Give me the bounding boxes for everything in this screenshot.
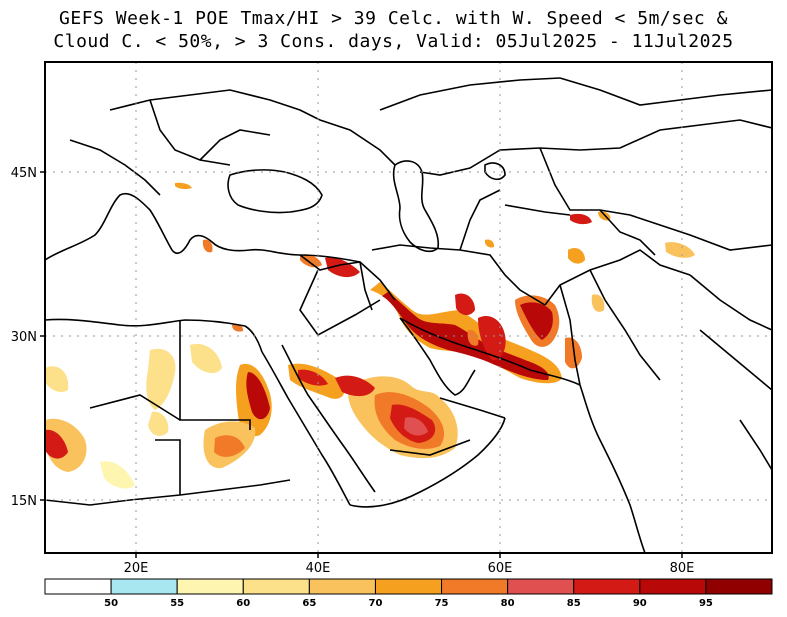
colorbar-swatch (705, 578, 773, 595)
colorbar-label: 95 (699, 598, 713, 609)
lat-label-30n: 30N (11, 330, 37, 345)
lat-label-15n: 15N (11, 494, 37, 509)
lon-label-60e: 60E (488, 561, 513, 576)
colorbar-swatch (507, 578, 575, 595)
lat-label-45n: 45N (11, 166, 37, 181)
colorbar-swatch (639, 578, 707, 595)
colorbar-label: 85 (567, 598, 581, 609)
colorbar-swatch (573, 578, 641, 595)
colorbar-swatch (374, 578, 443, 595)
axis-ticks (40, 171, 683, 558)
colorbar-label: 60 (236, 598, 250, 609)
colorbar-swatch (44, 578, 112, 595)
colorbar-label: 75 (435, 598, 449, 609)
colorbar-label: 90 (633, 598, 647, 609)
lon-label-20e: 20E (124, 561, 149, 576)
colorbar-swatch (110, 578, 178, 595)
colorbar-swatch (242, 578, 310, 595)
lon-label-40e: 40E (306, 561, 331, 576)
map-title-line-1: GEFS Week-1 POE Tmax/HI > 39 Celc. with … (59, 8, 728, 29)
map-frame (44, 61, 773, 554)
map-title-line-2: Cloud C. < 50%, > 3 Cons. days, Valid: 0… (53, 31, 734, 52)
colorbar-label: 50 (104, 598, 118, 609)
probability-shading (45, 182, 695, 489)
country-borders (45, 77, 772, 553)
map-gridlines (45, 62, 772, 553)
colorbar-label: 80 (501, 598, 515, 609)
colorbar-swatch (176, 578, 244, 595)
colorbar-swatch (308, 578, 376, 595)
colorbar: 50 55 60 65 70 75 80 85 90 95 (44, 578, 773, 609)
colorbar-label: 70 (368, 598, 382, 609)
colorbar-swatch (441, 578, 509, 595)
colorbar-label: 65 (302, 598, 316, 609)
colorbar-label: 55 (170, 598, 184, 609)
lon-label-80e: 80E (670, 561, 695, 576)
